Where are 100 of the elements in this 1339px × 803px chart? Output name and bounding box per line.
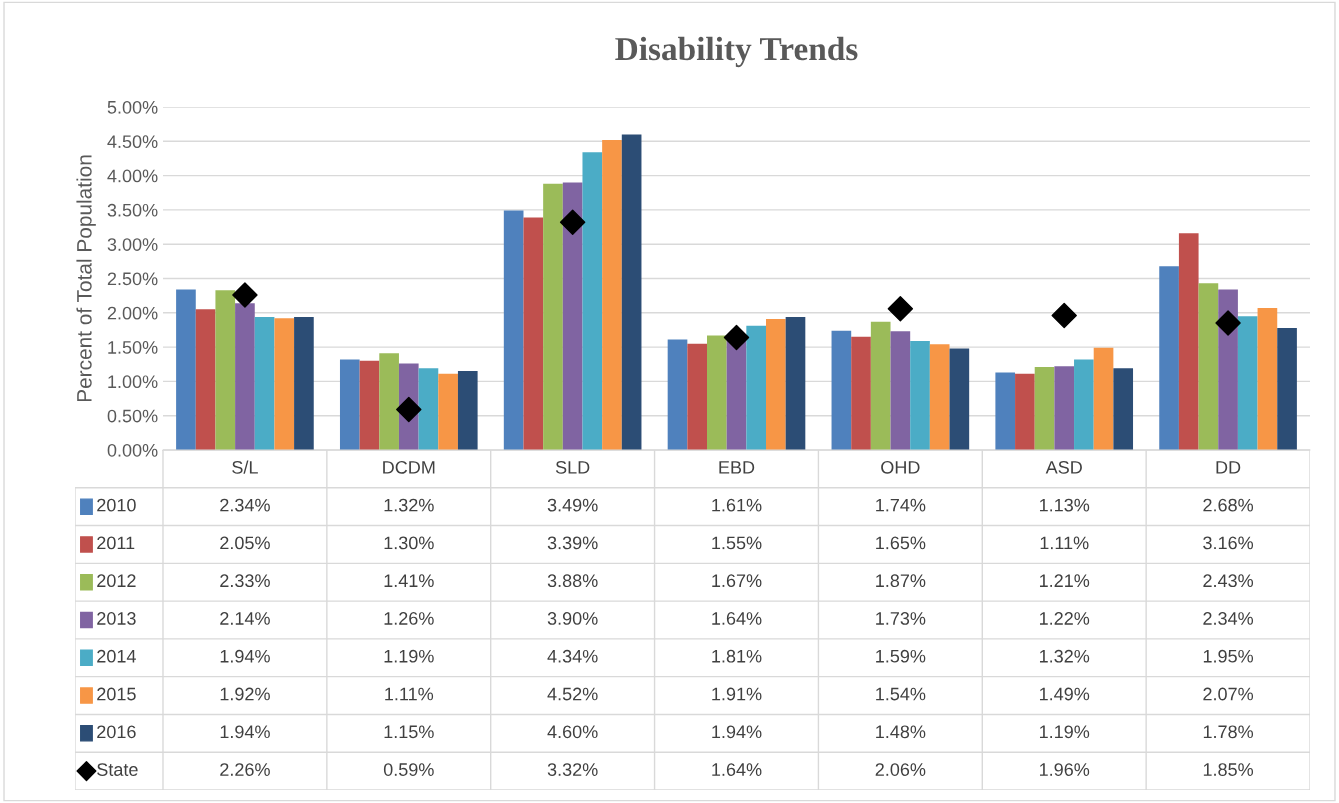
bar [1054,366,1075,450]
bar [870,321,891,450]
bar [582,152,603,450]
bar [418,368,439,450]
data-label: 1.21% [1039,574,1090,587]
bar [851,336,871,450]
bar [195,309,216,450]
bar [1159,266,1179,450]
x-tick-label: EBD [719,461,755,474]
data-label: 2.14% [220,612,270,625]
bar [1277,327,1297,450]
bar [1198,283,1219,450]
data-label: 1.13% [1039,498,1090,512]
bar [274,318,295,450]
data-label: 1.94% [712,725,762,739]
y-tick-label: 1.00% [108,375,158,389]
bar [746,325,766,450]
bar [562,182,583,450]
data-label: 1.32% [384,498,434,512]
bar [890,331,911,450]
bar [438,373,458,450]
bar [1074,359,1094,450]
legend-label: 2016 [97,725,136,739]
data-label: 2.43% [1203,574,1254,588]
legend-label: 2013 [97,612,136,625]
bar [215,290,236,450]
bar [621,134,642,450]
data-label: 3.16% [1203,536,1254,550]
data-label: 3.39% [547,536,598,550]
point [1215,310,1241,336]
y-tick-label: 2.50% [107,272,158,286]
data-label: 1.11% [1040,536,1089,550]
data-label: 1.61% [712,498,762,512]
bar [1257,308,1278,450]
bar [1034,366,1055,450]
bar [254,316,275,450]
data-label: 1.26% [384,612,434,625]
data-label: 3.90% [547,612,598,625]
data-label: 1.11% [385,687,434,701]
bar [765,318,786,450]
data-label: 1.59% [876,649,926,663]
x-tick-label: ASD [1045,460,1082,474]
data-label: 3.88% [547,574,598,588]
bar [667,339,688,450]
data-label: 2.05% [220,536,270,550]
x-tick-label: OHD [881,460,920,474]
point [232,282,258,308]
point [396,396,422,423]
data-label: 1.95% [1203,649,1254,663]
data-label: 1.85% [1203,763,1254,776]
bar [831,330,852,450]
data-label: 1.91% [712,687,762,701]
data-label: 4.60% [547,725,598,739]
bar [1178,233,1199,450]
legend-label: 2014 [97,649,136,663]
data-label: 2.34% [1203,612,1254,625]
bar [949,348,970,450]
bar [995,372,1016,450]
bar [785,316,806,450]
x-tick-label: S/L [232,460,258,474]
bar [929,344,950,450]
data-label: 1.64% [712,612,762,625]
y-tick-label: 5.00% [107,100,158,114]
bar [707,335,727,450]
point [887,295,914,322]
legend-label: State [97,763,138,776]
data-label: 1.96% [1039,763,1090,776]
data-label: 4.52% [547,687,598,701]
bar [543,183,563,450]
data-label: 1.65% [876,536,926,550]
bar [339,359,360,450]
data-label: 1.54% [876,687,926,701]
data-label: 1.64% [712,763,762,776]
bar [602,139,622,450]
y-tick-label: 2.00% [107,306,158,320]
bar [1093,347,1114,450]
bar [687,343,708,450]
bar [523,217,544,450]
data-label: 1.41% [384,574,434,587]
data-label: 2.33% [220,574,270,588]
point [559,209,586,235]
data-label: 1.15% [384,725,434,739]
point [723,324,750,351]
y-tick-label: 4.00% [107,169,158,183]
data-label: 2.68% [1203,498,1254,512]
bar [379,353,399,450]
data-label: 1.74% [876,498,926,512]
data-label: 1.94% [220,725,270,739]
bar [503,210,524,450]
bar [1218,289,1238,450]
data-label: 1.49% [1039,687,1090,701]
data-label: 2.06% [875,763,926,776]
data-label: 0.59% [383,763,434,776]
bar [1015,373,1035,450]
legend-label: 2011 [97,536,135,550]
legend-label: 2012 [97,574,136,588]
x-tick-label: DCDM [383,460,435,474]
y-tick-label: 3.50% [107,203,158,217]
y-axis-title: Percent of Total Population [76,155,96,402]
bar [294,316,314,450]
